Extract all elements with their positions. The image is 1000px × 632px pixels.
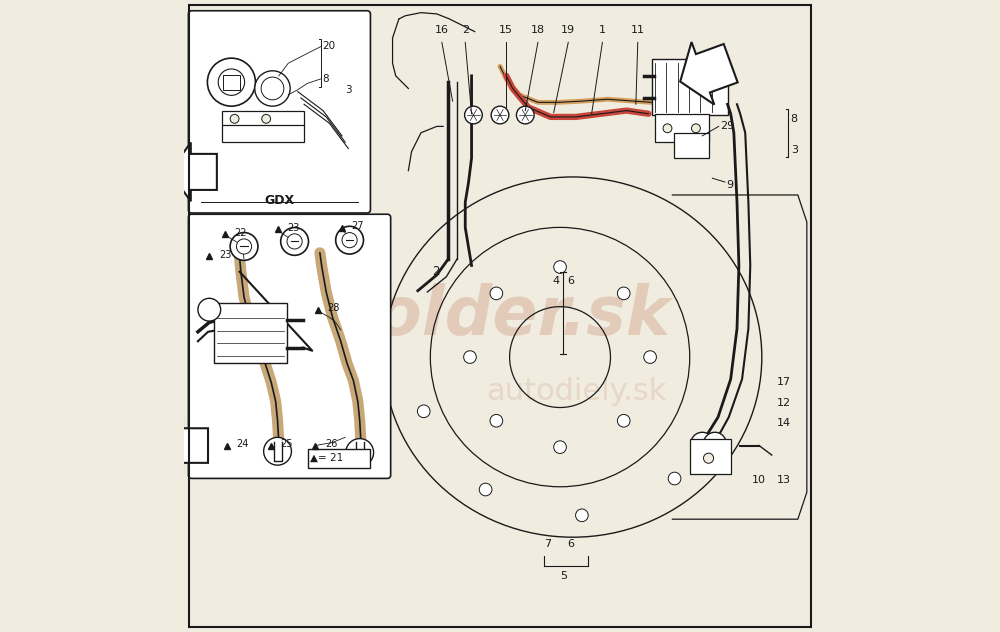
Bar	[652, 59, 728, 115]
Text: 29: 29	[720, 121, 734, 131]
Text: 6: 6	[567, 538, 574, 549]
Circle shape	[490, 287, 503, 300]
Text: 15: 15	[499, 25, 513, 35]
Polygon shape	[163, 417, 208, 474]
Circle shape	[617, 287, 630, 300]
Circle shape	[464, 351, 476, 363]
Circle shape	[230, 114, 239, 123]
Circle shape	[516, 106, 534, 124]
Circle shape	[230, 233, 258, 260]
FancyBboxPatch shape	[188, 214, 391, 478]
Circle shape	[264, 437, 291, 465]
Circle shape	[218, 69, 245, 95]
Circle shape	[663, 124, 672, 133]
Circle shape	[644, 351, 656, 363]
Circle shape	[691, 432, 714, 455]
Circle shape	[336, 226, 363, 254]
Text: 2: 2	[432, 265, 439, 278]
Text: 5: 5	[560, 571, 567, 581]
Text: GDX: GDX	[264, 193, 294, 207]
Bar	[222, 111, 304, 126]
FancyBboxPatch shape	[188, 11, 370, 213]
Circle shape	[617, 415, 630, 427]
Circle shape	[255, 71, 290, 106]
Circle shape	[479, 483, 492, 496]
Text: 23: 23	[287, 222, 299, 233]
Text: autodiely.sk: autodiely.sk	[486, 377, 666, 406]
Text: 19: 19	[561, 25, 575, 35]
Circle shape	[262, 114, 271, 123]
Text: 17: 17	[777, 377, 791, 387]
Circle shape	[236, 239, 252, 254]
Text: 3: 3	[345, 85, 352, 95]
Bar	[655, 114, 709, 142]
Circle shape	[342, 233, 357, 248]
Circle shape	[668, 472, 681, 485]
Circle shape	[576, 509, 588, 521]
Circle shape	[490, 415, 503, 427]
Polygon shape	[680, 42, 738, 105]
Text: 12: 12	[777, 398, 791, 408]
Text: 4: 4	[552, 276, 559, 286]
Bar	[674, 133, 709, 158]
Circle shape	[691, 124, 700, 133]
Text: 28: 28	[327, 303, 340, 313]
Text: 7: 7	[544, 538, 551, 549]
Circle shape	[281, 228, 309, 255]
Text: 2: 2	[462, 25, 469, 35]
Bar	[690, 439, 731, 474]
Text: Solder.sk: Solder.sk	[329, 283, 671, 349]
Circle shape	[491, 106, 509, 124]
Circle shape	[417, 405, 430, 418]
Text: 8: 8	[322, 74, 328, 84]
Polygon shape	[169, 143, 217, 201]
Bar	[223, 75, 240, 90]
Circle shape	[261, 77, 284, 100]
Circle shape	[554, 441, 566, 454]
Text: 14: 14	[777, 418, 791, 428]
Circle shape	[704, 453, 714, 463]
Text: 22: 22	[235, 228, 247, 238]
Text: 3: 3	[791, 145, 798, 155]
Circle shape	[465, 106, 482, 124]
Text: ▲= 21: ▲= 21	[310, 453, 344, 463]
Text: 23: 23	[219, 250, 231, 260]
Text: 11: 11	[631, 25, 645, 35]
Bar	[214, 303, 287, 363]
Text: 1: 1	[599, 25, 606, 35]
Text: 6: 6	[567, 276, 574, 286]
Text: 16: 16	[435, 25, 449, 35]
Circle shape	[554, 260, 566, 273]
Text: 13: 13	[777, 475, 791, 485]
Text: 26: 26	[325, 439, 337, 449]
Text: 24: 24	[236, 439, 249, 449]
Circle shape	[198, 298, 221, 321]
Text: 10: 10	[752, 475, 766, 485]
Circle shape	[207, 58, 255, 106]
Text: 27: 27	[351, 221, 364, 231]
Text: 20: 20	[322, 40, 335, 51]
Text: 18: 18	[531, 25, 545, 35]
Bar	[222, 125, 304, 142]
Bar	[308, 449, 370, 468]
Text: 9: 9	[726, 179, 733, 190]
Circle shape	[704, 432, 726, 455]
Text: 25: 25	[281, 439, 293, 449]
Circle shape	[346, 439, 374, 466]
Circle shape	[287, 234, 302, 249]
Text: 8: 8	[791, 114, 798, 124]
